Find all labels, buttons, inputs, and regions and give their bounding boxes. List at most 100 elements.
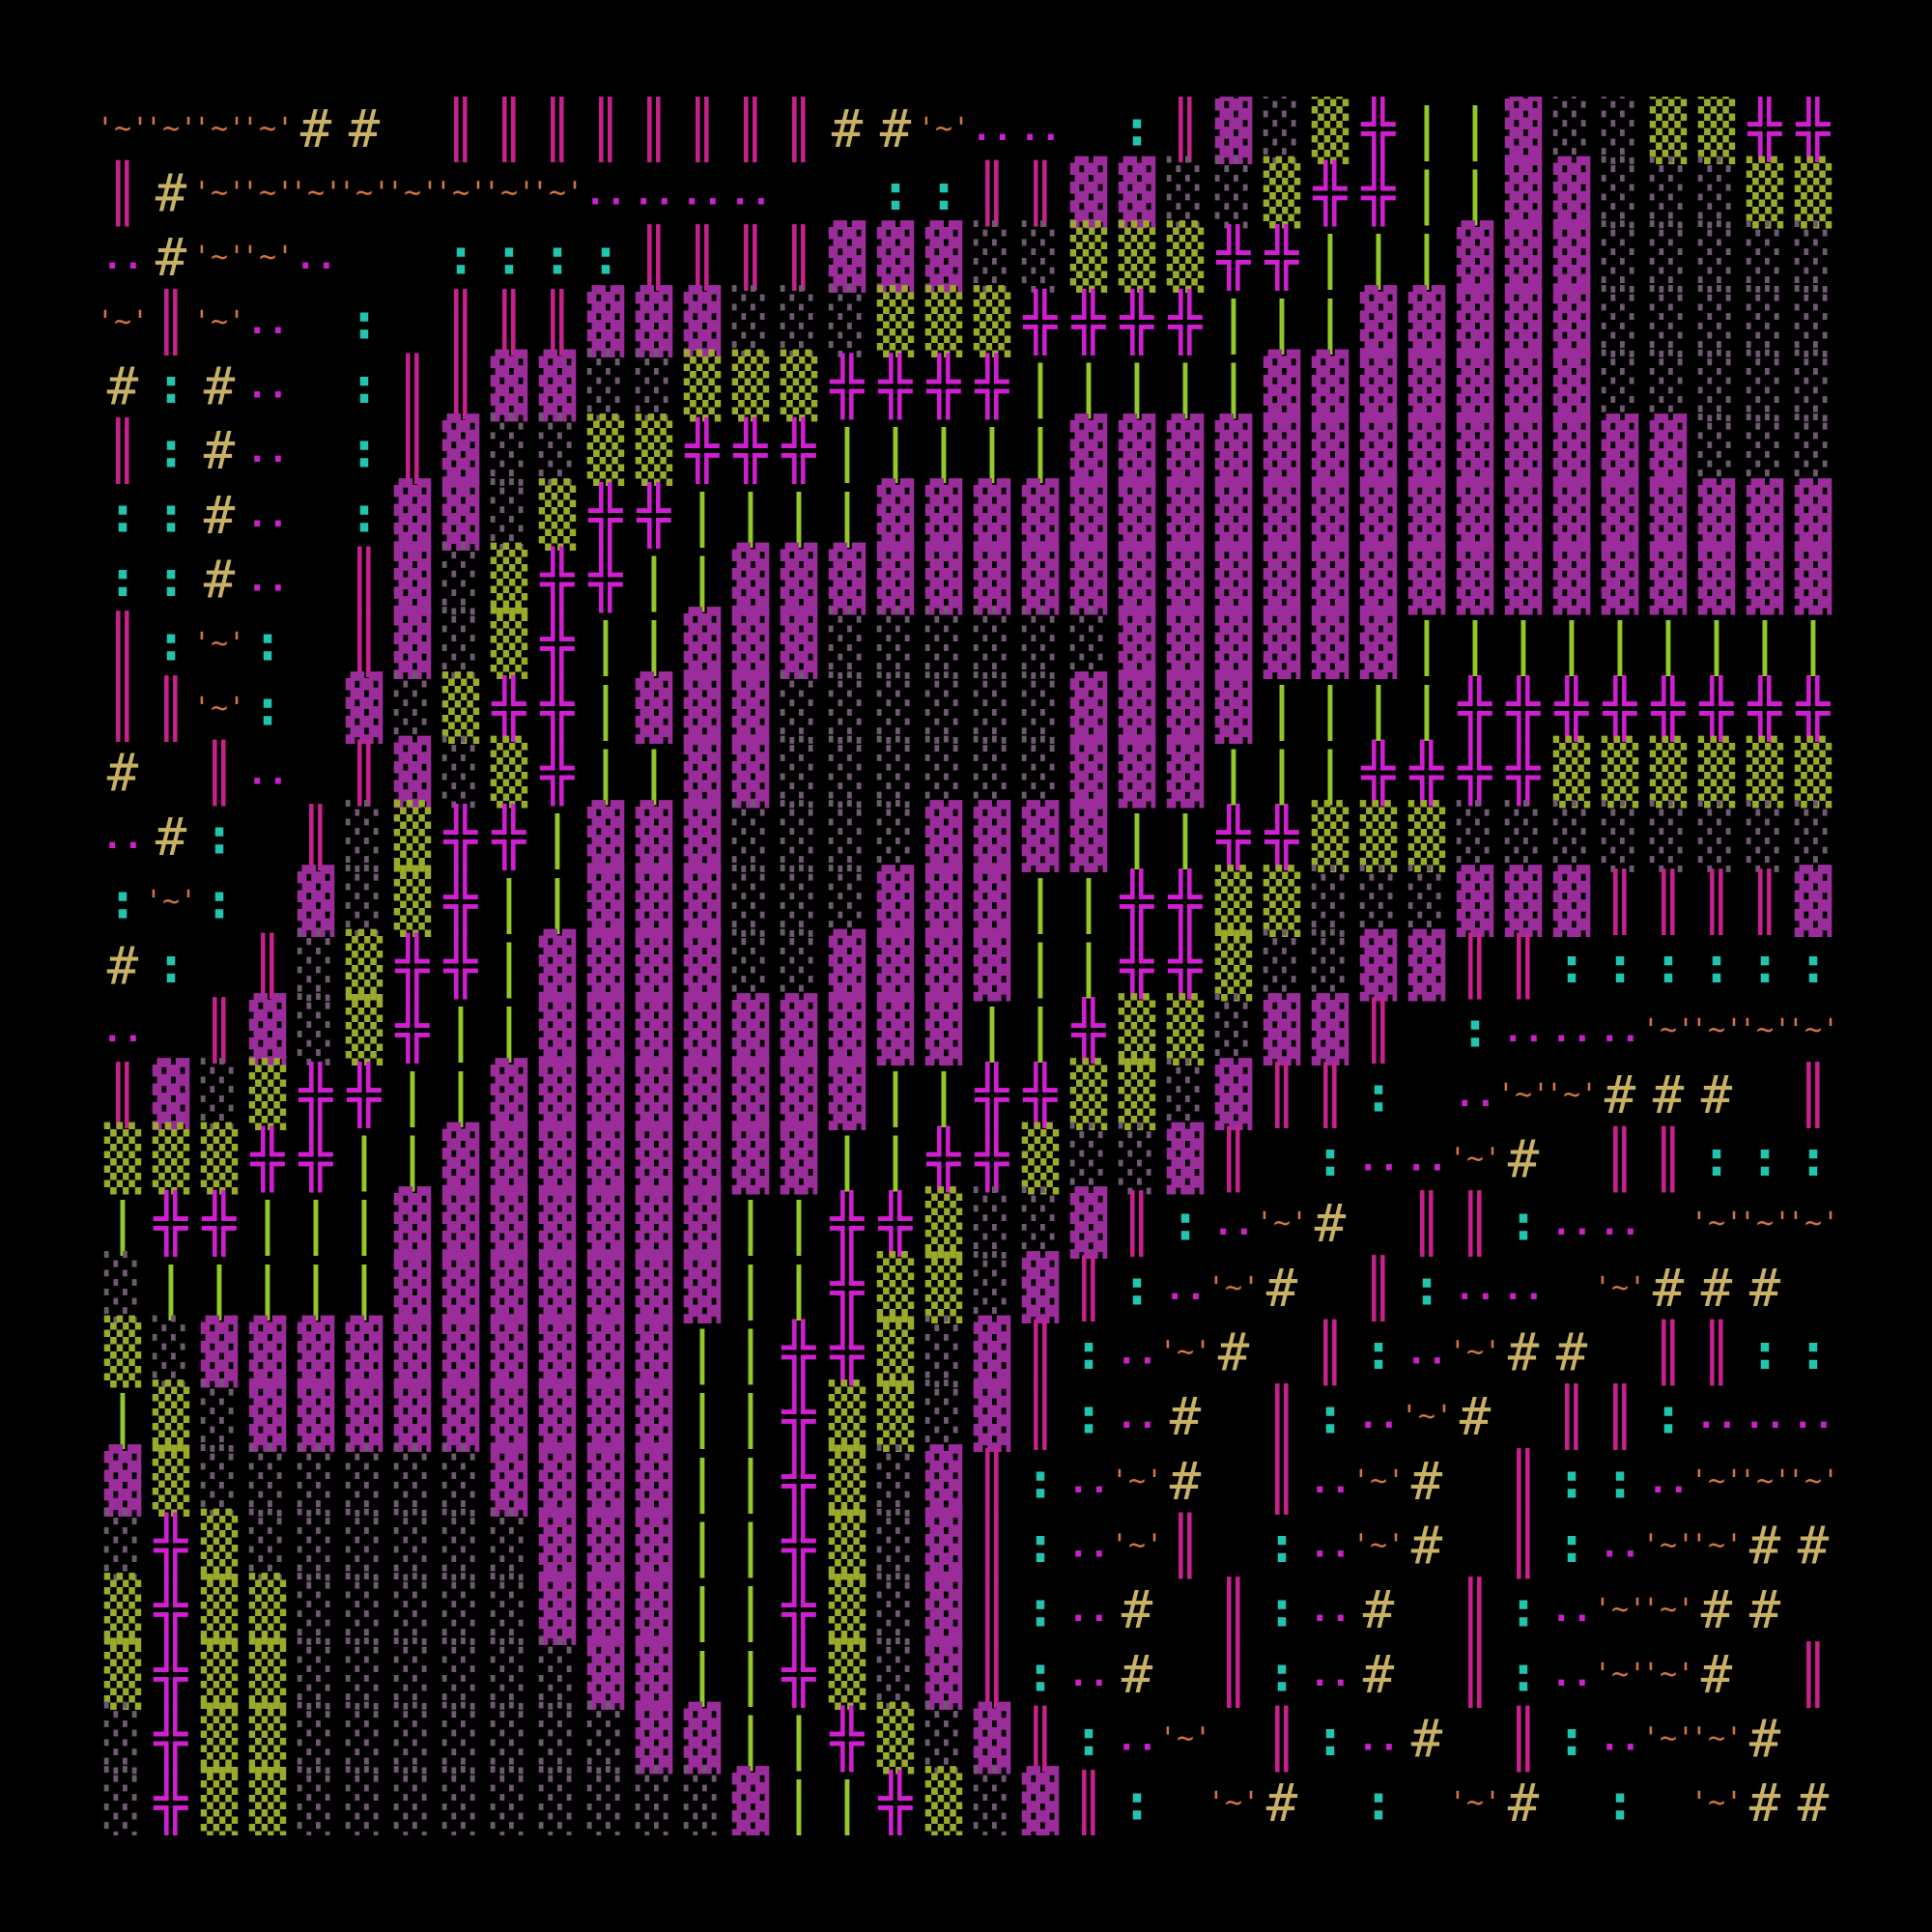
glyph: ▓ [781,1057,818,1130]
glyph: ║ [1652,867,1686,935]
glyph: : [1170,1195,1200,1253]
glyph: ║ [106,159,140,227]
glyph: ▓ [1312,993,1350,1066]
glyph: ╬ [781,417,817,485]
glyph: | [782,1771,816,1836]
glyph: ▒ [104,1636,142,1710]
glyph: '~' [1256,1207,1308,1240]
glyph: .. [1357,1397,1399,1436]
glyph: ║ [1217,1125,1251,1193]
glyph: ║ [1459,1577,1492,1644]
glyph: ║ [348,546,382,613]
glyph: # [1508,1129,1540,1190]
glyph: | [1024,933,1058,999]
glyph: ▓ [1457,542,1494,615]
glyph: ▒ [1360,800,1398,873]
glyph: ▓ [442,413,480,487]
glyph: ▒ [1167,993,1205,1066]
glyph: ▓ [732,993,770,1066]
glyph: | [251,1255,285,1321]
glyph: ▒ [104,1315,142,1388]
glyph: ╬ [443,867,479,935]
glyph: ▓ [587,1636,625,1710]
glyph: .. [295,238,336,277]
glyph: ▓ [1360,349,1398,422]
glyph: '~' [1449,1786,1501,1820]
glyph: ░ [1698,349,1736,422]
glyph: ▒ [1119,993,1156,1066]
glyph: ░ [1602,800,1639,873]
glyph: ░ [491,1766,528,1839]
glyph: # [1749,1579,1781,1640]
glyph: ▒ [877,1315,915,1388]
glyph: .. [101,1010,143,1050]
glyph: ╬ [1216,804,1252,871]
glyph: # [1411,1451,1443,1512]
glyph: | [1024,418,1058,484]
glyph: : [1798,1323,1828,1381]
glyph: | [879,1126,913,1192]
glyph: .. [1067,1655,1109,1694]
glyph: ╬ [1554,674,1590,742]
glyph: ▓ [1553,284,1591,357]
glyph: ▒ [1553,735,1591,809]
glyph: ║ [1652,1125,1686,1193]
glyph: ░ [442,1508,480,1581]
glyph: ▓ [974,477,1011,551]
glyph: # [1653,1258,1685,1319]
glyph: ▓ [684,1186,722,1260]
glyph: ▓ [1070,542,1108,615]
glyph: ░ [442,542,480,615]
glyph: ░ [1264,91,1301,164]
glyph: ░ [684,1766,722,1839]
glyph: ░ [781,284,818,357]
glyph: | [444,998,478,1064]
glyph: ▓ [1022,1250,1060,1323]
glyph: ░ [346,1701,384,1775]
glyph: ░ [829,607,867,680]
glyph: ▒ [1795,156,1833,229]
glyph: .. [1599,1719,1640,1759]
glyph: | [155,1255,188,1321]
glyph: : [1798,937,1828,995]
glyph: '~' [1835,1464,1888,1498]
glyph: | [976,418,1009,484]
glyph: : [156,615,185,673]
glyph: ▓ [1119,477,1156,551]
glyph: ▒ [829,1636,867,1710]
glyph: ░ [1602,91,1639,164]
glyph: ▒ [201,1766,239,1839]
glyph: ▓ [1215,1057,1253,1130]
glyph: ▓ [1505,864,1543,937]
glyph: | [1314,675,1348,741]
glyph: # [1798,1773,1830,1833]
glyph: ║ [1459,932,1492,1000]
glyph: ░ [1022,670,1060,744]
glyph: : [204,809,234,867]
glyph: : [1701,937,1731,995]
glyph: ░ [587,1701,625,1775]
glyph: ▓ [1070,670,1108,744]
glyph: ║ [1362,997,1396,1065]
glyph: ░ [249,1443,287,1517]
glyph: : [1025,1452,1055,1510]
glyph: ▓ [1457,413,1494,487]
glyph: | [589,740,623,806]
glyph: | [203,1255,237,1321]
glyph: | [638,740,671,806]
glyph: '~' [338,177,390,211]
glyph: : [1266,1517,1296,1575]
glyph: | [734,1320,768,1385]
glyph: ░ [491,1573,528,1646]
glyph: ▓ [1505,284,1543,357]
glyph: ╬ [250,1125,286,1193]
glyph: ║ [686,95,720,162]
glyph: ▓ [636,1186,673,1260]
glyph: ╬ [154,1577,189,1644]
glyph: ▓ [925,477,963,551]
glyph: ░ [1553,91,1591,164]
glyph: ▓ [1408,928,1446,1002]
glyph: ▓ [1215,607,1253,680]
glyph: | [1314,289,1348,355]
